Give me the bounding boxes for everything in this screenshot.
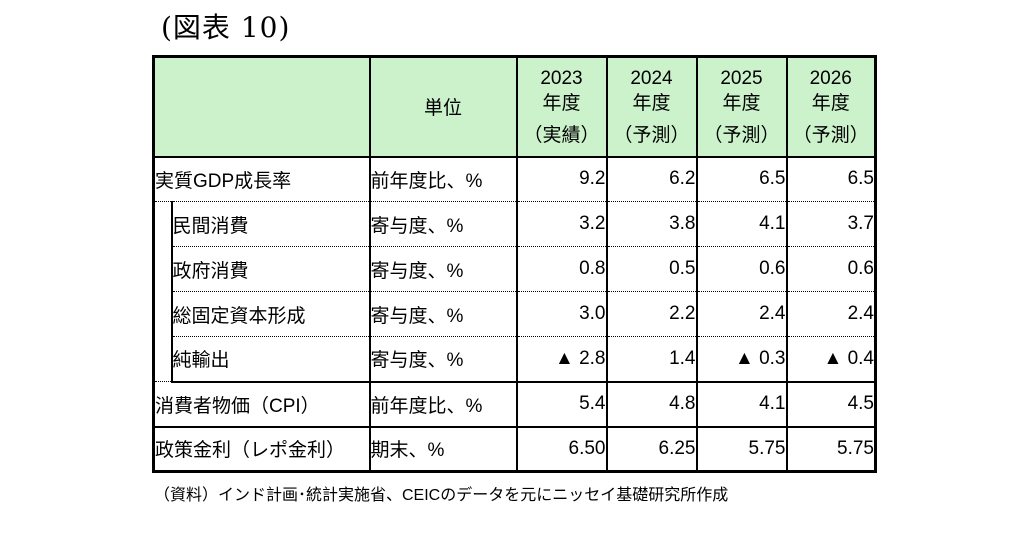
value-cell: 6.2 bbox=[605, 156, 698, 202]
year-label: 2023 bbox=[540, 67, 583, 89]
actual-forecast-label: （予測） bbox=[613, 124, 690, 146]
row-unit: 前年度比、% bbox=[368, 156, 518, 202]
value-cell: 4.1 bbox=[695, 381, 788, 428]
row-unit: 寄与度、% bbox=[368, 291, 518, 337]
value-cell: ▲ 0.4 bbox=[785, 336, 877, 383]
corner-header-cell bbox=[152, 56, 371, 158]
table-row-real-gdp: 実質GDP成長率 前年度比、% 9.2 6.2 6.5 6.5 bbox=[152, 156, 877, 202]
table-row-cpi: 消費者物価（CPI） 前年度比、% 5.4 4.8 4.1 4.5 bbox=[152, 381, 877, 428]
row-unit: 期末、% bbox=[368, 426, 518, 472]
value-cell: 0.6 bbox=[695, 246, 788, 292]
year-column-header-2024: 2024 年度 （予測） bbox=[605, 56, 698, 158]
value-cell: 2.4 bbox=[695, 291, 788, 337]
row-label: 総固定資本形成 bbox=[170, 291, 371, 337]
source-note: （資料）インド計画･統計実施省、CEICのデータを元にニッセイ基礎研究所作成 bbox=[154, 487, 729, 504]
row-label: 純輸出 bbox=[170, 336, 371, 383]
value-cell: 2.4 bbox=[785, 291, 877, 337]
year-column-header-2025: 2025 年度 （予測） bbox=[695, 56, 788, 158]
value-cell: 0.6 bbox=[785, 246, 877, 292]
row-unit: 寄与度、% bbox=[368, 201, 518, 247]
year-column-header-2026: 2026 年度 （予測） bbox=[785, 56, 877, 158]
year-column-header-2023: 2023 年度 （実績） bbox=[515, 56, 608, 158]
year-label: 2025 bbox=[720, 67, 763, 89]
value-cell: 5.75 bbox=[695, 426, 788, 472]
fiscal-year-label: 年度 bbox=[811, 92, 850, 114]
row-unit: 寄与度、% bbox=[368, 246, 518, 292]
actual-forecast-label: （実績） bbox=[523, 124, 600, 146]
fiscal-year-label: 年度 bbox=[542, 92, 581, 114]
economic-forecast-table: 単位 2023 年度 （実績） 2024 年度 （予測） 2025 年度 （予測… bbox=[152, 55, 877, 473]
table-row-government-consumption: 政府消費 寄与度、% 0.8 0.5 0.6 0.6 bbox=[154, 246, 877, 292]
fiscal-year-label: 年度 bbox=[632, 92, 671, 114]
row-label: 民間消費 bbox=[170, 201, 371, 247]
value-cell: ▲ 2.8 bbox=[515, 336, 608, 383]
table-row-gross-fixed-capital: 総固定資本形成 寄与度、% 3.0 2.2 2.4 2.4 bbox=[154, 291, 877, 337]
indent-spacer-cell bbox=[152, 201, 173, 382]
value-cell: 1.4 bbox=[605, 336, 698, 383]
value-cell: 6.5 bbox=[695, 156, 788, 202]
table-row-private-consumption: 民間消費 寄与度、% 3.2 3.8 4.1 3.7 bbox=[152, 201, 877, 382]
value-cell: 9.2 bbox=[515, 156, 608, 202]
value-cell: ▲ 0.3 bbox=[695, 336, 788, 383]
value-cell: 0.8 bbox=[515, 246, 608, 292]
row-label: 消費者物価（CPI） bbox=[152, 381, 371, 428]
forecast-table: 単位 2023 年度 （実績） 2024 年度 （予測） 2025 年度 （予測… bbox=[152, 55, 877, 473]
value-cell: 3.0 bbox=[515, 291, 608, 337]
actual-forecast-label: （予測） bbox=[703, 124, 780, 146]
table-row-policy-rate: 政策金利（レポ金利） 期末、% 6.50 6.25 5.75 5.75 bbox=[152, 426, 877, 472]
value-cell: 3.2 bbox=[515, 201, 608, 247]
value-cell: 3.7 bbox=[785, 201, 877, 247]
figure-title: (図表 10) bbox=[161, 11, 291, 44]
table-row-net-exports: 純輸出 寄与度、% ▲ 2.8 1.4 ▲ 0.3 ▲ 0.4 bbox=[154, 336, 877, 383]
row-unit: 前年度比、% bbox=[368, 381, 518, 428]
row-label: 実質GDP成長率 bbox=[152, 156, 371, 202]
fiscal-year-label: 年度 bbox=[722, 92, 761, 114]
value-cell: 6.50 bbox=[515, 426, 608, 472]
row-label: 政策金利（レポ金利） bbox=[152, 426, 371, 472]
value-cell: 4.5 bbox=[785, 381, 877, 428]
value-cell: 2.2 bbox=[605, 291, 698, 337]
value-cell: 4.1 bbox=[695, 201, 788, 247]
table-header-row: 単位 2023 年度 （実績） 2024 年度 （予測） 2025 年度 （予測… bbox=[152, 56, 877, 158]
actual-forecast-label: （予測） bbox=[792, 124, 869, 146]
row-unit: 寄与度、% bbox=[368, 336, 518, 383]
value-cell: 6.5 bbox=[785, 156, 877, 202]
value-cell: 5.4 bbox=[515, 381, 608, 428]
value-cell: 4.8 bbox=[605, 381, 698, 428]
unit-column-header: 単位 bbox=[368, 56, 518, 158]
value-cell: 3.8 bbox=[605, 201, 698, 247]
row-label: 政府消費 bbox=[170, 246, 371, 292]
year-label: 2024 bbox=[630, 67, 673, 89]
value-cell: 5.75 bbox=[785, 426, 877, 472]
value-cell: 6.25 bbox=[605, 426, 698, 472]
year-label: 2026 bbox=[809, 67, 852, 89]
value-cell: 0.5 bbox=[605, 246, 698, 292]
